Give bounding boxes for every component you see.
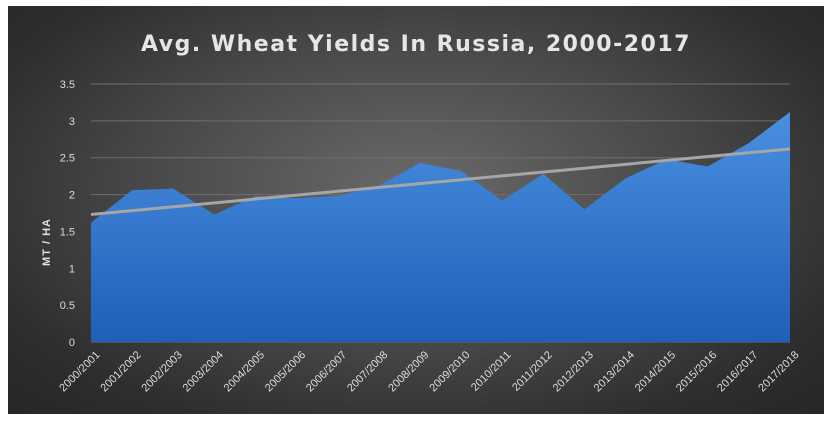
x-axis-ticks: 2000/20012001/20022002/20032003/20042004… — [57, 349, 801, 394]
y-tick-label: 2.5 — [60, 153, 75, 165]
x-tick-label: 2005/2006 — [263, 349, 308, 394]
trendline-layer — [90, 147, 791, 216]
x-tick-label: 2010/2011 — [469, 349, 514, 394]
x-tick-label: 2015/2016 — [674, 349, 719, 394]
x-tick-label: 2014/2015 — [633, 349, 678, 394]
y-tick-label: 0.5 — [60, 300, 75, 312]
x-tick-label: 2000/2001 — [57, 349, 102, 394]
x-tick-label: 2004/2005 — [222, 349, 267, 394]
x-tick-label: 2002/2003 — [140, 349, 185, 394]
trendline — [90, 147, 791, 216]
chart-frame: Avg. Wheat Yields In Russia, 2000-2017 0… — [8, 6, 824, 414]
chart-title: Avg. Wheat Yields In Russia, 2000-2017 — [141, 32, 691, 57]
x-tick-label: 2017/2018 — [756, 349, 801, 394]
x-tick-label: 2008/2009 — [386, 349, 431, 394]
x-tick-label: 2003/2004 — [181, 349, 226, 394]
x-tick-label: 2006/2007 — [304, 349, 349, 394]
x-tick-label: 2009/2010 — [427, 349, 472, 394]
y-tick-label: 3.5 — [60, 79, 75, 91]
y-axis-ticks: 0 0.5 1 1.5 2 2.5 3 3.5 — [60, 79, 75, 349]
x-tick-label: 2016/2017 — [715, 349, 760, 394]
x-tick-label: 2012/2013 — [551, 349, 596, 394]
x-tick-label: 2007/2008 — [345, 349, 390, 394]
x-tick-label: 2001/2002 — [98, 349, 143, 394]
y-tick-label: 1.5 — [60, 226, 75, 238]
y-tick-label: 0 — [69, 337, 75, 349]
area-series — [91, 112, 790, 342]
area-fill — [91, 112, 790, 342]
x-tick-label: 2013/2014 — [592, 349, 637, 394]
y-tick-label: 3 — [69, 116, 75, 128]
y-axis-label: MT / HA — [41, 218, 53, 266]
chart-svg: Avg. Wheat Yields In Russia, 2000-2017 0… — [41, 32, 802, 394]
y-tick-label: 1 — [69, 263, 75, 275]
x-tick-label: 2011/2012 — [510, 349, 555, 394]
y-tick-label: 2 — [69, 190, 75, 202]
